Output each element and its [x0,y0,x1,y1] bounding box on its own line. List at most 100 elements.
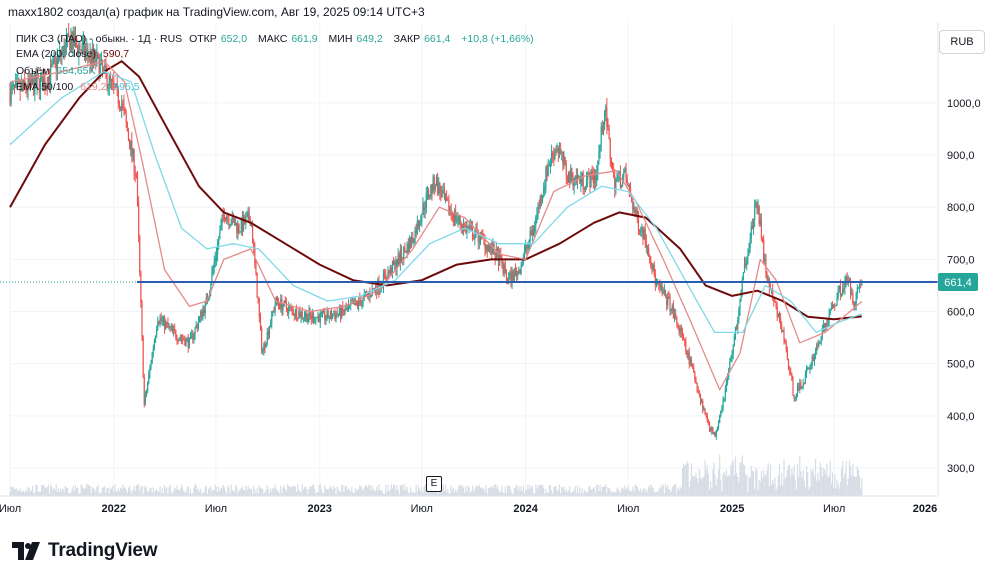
candle-body [625,168,627,179]
volume-bar [416,491,418,496]
candle-body [764,258,766,262]
y-tick-label: 1000,0 [947,98,981,110]
candle-body [789,369,791,373]
volume-bar [201,493,203,496]
volume-bar [171,493,174,496]
candle-body [492,244,494,255]
candle-body [495,248,497,260]
candle-body [505,273,508,279]
time-axis[interactable]: Июл 2022 Июл 2023 Июл 2024 Июл 2025 Июл 2026 [0,495,938,515]
volume-bar [148,491,150,496]
legend-ema200-row[interactable]: EMA (200, close) 590,7 [16,47,133,61]
volume-bar [512,493,514,496]
candle-body [491,244,493,255]
volume-bar [319,484,321,496]
candle-body [307,317,309,322]
volume-bar [817,473,819,496]
candle-body [690,359,693,367]
candle-body [673,314,676,319]
candle-body [696,383,698,391]
volume-bar [214,484,216,496]
volume-bar [245,485,247,496]
volume-bar [632,486,634,496]
candle-body [558,151,561,154]
volume-bar [638,491,641,496]
volume-bar [188,493,190,496]
volume-bar [82,488,84,496]
candle-body [368,292,370,295]
candle-body [484,238,486,250]
candle-body [664,290,667,298]
candle-body [75,37,78,46]
volume-bar [30,490,33,496]
volume-bar [346,489,348,496]
volume-bar [662,485,664,496]
candle-body [109,75,112,81]
volume-bar [315,493,317,496]
volume-bar [447,489,449,496]
candle-body [110,79,113,81]
volume-bar [673,484,676,496]
candle-body [564,157,566,164]
volume-bar [747,492,749,496]
volume-bar [663,493,665,496]
volume-bar [124,486,126,496]
ohlc-close: ЗАКР 661,4 [394,33,455,45]
candle-body [615,180,617,190]
candle-body [667,296,669,305]
candle-body [635,209,637,214]
candle-body [684,338,686,342]
candle-body [159,317,161,323]
candle-body [142,336,144,378]
candle-body [675,314,677,318]
legend-ema50-100-row[interactable]: EMA 50/100 619,2 595,5 [16,80,144,94]
volume-bar [830,483,832,496]
candle-body [631,196,633,203]
volume-bar [624,485,626,496]
candle-body [116,83,118,87]
volume-bar [680,488,682,496]
volume-bar [803,481,805,496]
candle-body [529,230,531,242]
volume-bar [118,491,121,496]
candle-body [503,264,505,274]
volume-bar [19,488,21,496]
volume-bar [423,486,425,496]
candle-body [711,427,713,431]
volume-bar [309,485,311,496]
candle-body [214,258,216,262]
candle-body [819,342,821,344]
candle-body [132,149,134,156]
volume-bar [424,484,426,496]
candle-body [373,287,376,291]
candle-body [86,48,88,52]
candle-body [846,276,848,282]
volume-bar [364,485,367,496]
candle-body [404,247,406,251]
candle-body [543,188,545,196]
volume-bar [728,474,730,496]
volume-bar [776,487,778,496]
candle-body [237,224,239,233]
volume-bar [330,487,333,496]
earnings-event-marker[interactable]: E [426,476,442,492]
candle-body [460,224,462,227]
candle-body [793,395,795,399]
volume-bar [508,485,510,496]
currency-button[interactable]: RUB [939,30,985,54]
candle-body [561,152,563,153]
volume-bar [482,487,484,496]
volume-bar [581,488,583,496]
candle-body [45,85,47,89]
price-axis[interactable]: 300,0400,0500,0600,0700,0800,0900,01000,… [937,22,981,496]
volume-bar [179,488,181,496]
legend-volume-row[interactable]: Объём 654,65K [16,64,100,78]
volume-bar [251,493,254,496]
volume-bar [603,486,606,496]
volume-bar [642,489,644,496]
candle-body [336,313,338,315]
candle-body [818,343,820,345]
volume-bar [627,485,629,496]
candle-body [46,85,48,89]
